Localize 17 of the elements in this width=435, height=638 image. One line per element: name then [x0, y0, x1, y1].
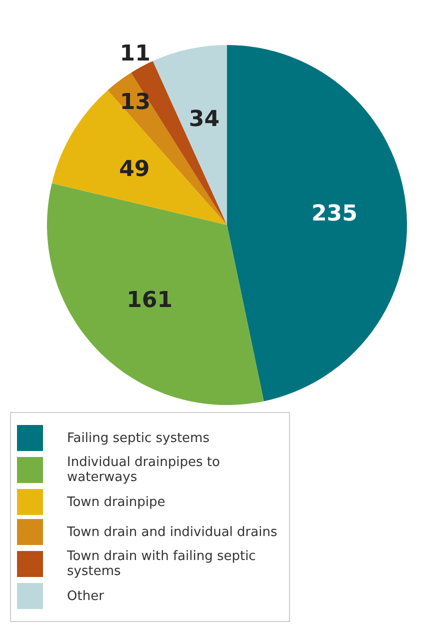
data-label: 161 [126, 288, 173, 313]
legend-label: Other [67, 588, 104, 604]
legend-label: Individual drainpipes to waterways [67, 455, 221, 485]
data-label: 34 [188, 106, 220, 132]
legend-label: Town drainpipe [67, 494, 166, 510]
data-label: 11 [120, 42, 150, 67]
pie-slice [108, 72, 227, 225]
data-label: 13 [120, 90, 151, 116]
legend-label: Failing septic systems [67, 430, 210, 446]
pie-slice [152, 45, 227, 225]
data-label: 235 [311, 201, 358, 226]
pie-slice [227, 45, 407, 402]
legend-label: Town drain and individual drains [67, 524, 278, 540]
legend-label: Town drain with failing septic systems [67, 549, 257, 579]
pie-slice [52, 90, 227, 225]
pie-slice [47, 183, 264, 405]
data-label: 49 [119, 156, 150, 182]
